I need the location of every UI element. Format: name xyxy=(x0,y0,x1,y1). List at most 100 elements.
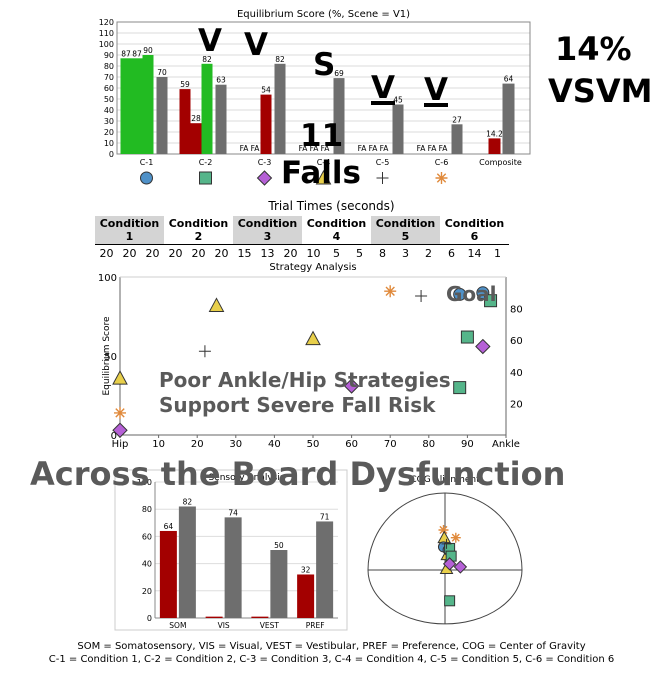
x-tick-label: 80 xyxy=(422,439,435,450)
trial-time-cell: 13 xyxy=(256,244,279,260)
trial-time-cell: 2 xyxy=(417,244,440,260)
bar-value-label: FA xyxy=(439,144,449,153)
y-tick-label-left: 50 xyxy=(104,352,117,363)
cog-point-diamond xyxy=(442,557,457,571)
bar xyxy=(502,83,515,154)
cog-point-square xyxy=(444,595,456,607)
category-label: C-5 xyxy=(376,158,390,167)
bar-value-label: 45 xyxy=(393,96,403,105)
y-tick-label-right: 40 xyxy=(510,368,523,379)
trial-time-cell: 20 xyxy=(164,244,187,260)
y-axis-label: Equilibrium Score xyxy=(102,316,112,396)
overlay-v-three: V xyxy=(371,70,395,106)
strategy-point-star xyxy=(114,406,126,419)
y-tick-label: 20 xyxy=(142,587,152,596)
bar xyxy=(488,138,501,154)
equilibrium-title: Equilibrium Score (%, Scene = V1) xyxy=(237,9,410,20)
overlay-severe-fall-risk: Support Severe Fall Risk xyxy=(159,393,436,417)
category-label: C-2 xyxy=(199,158,213,167)
trial-time-cell: 10 xyxy=(302,244,325,260)
x-tick-label: 30 xyxy=(229,439,242,450)
x-tick-label: 60 xyxy=(345,439,358,450)
overlay-v-one: V xyxy=(198,23,222,59)
category-label: C-3 xyxy=(258,158,272,167)
strategy-point-triangle xyxy=(305,330,321,346)
trial-time-cell: 20 xyxy=(187,244,210,260)
strategy-point-square xyxy=(460,330,474,344)
condition-marker-star xyxy=(435,172,448,184)
trial-times-title: Trial Times (seconds) xyxy=(268,199,395,213)
x-tick-label: 50 xyxy=(307,439,320,450)
condition-header: Condition 6 xyxy=(444,217,505,243)
strategy-point-triangle xyxy=(112,370,128,385)
legend-line-1: SOM = Somatosensory, VIS = Visual, VEST … xyxy=(77,641,586,652)
trial-time-cell: 3 xyxy=(394,244,417,260)
bar-value-label: 87 xyxy=(121,49,131,58)
y-tick-label: 120 xyxy=(99,18,114,27)
bar xyxy=(333,78,345,154)
y-tick-label: 20 xyxy=(104,128,114,137)
bar-value-label: 64 xyxy=(504,75,514,84)
y-tick-label: 0 xyxy=(147,614,152,623)
cog-point-diamond xyxy=(453,560,468,574)
category-label: Composite xyxy=(479,158,522,167)
y-tick-label: 100 xyxy=(137,478,152,487)
y-tick-label-right: 60 xyxy=(510,336,523,347)
overlay-v-two: V xyxy=(244,27,268,63)
bar-value-label: 27 xyxy=(452,115,462,124)
bar-value-label: 82 xyxy=(202,55,212,64)
condition-marker-plus xyxy=(376,172,389,184)
strategy-point-plus xyxy=(415,289,428,302)
overlay-poor-strategies: Poor Ankle/Hip Strategies xyxy=(159,368,451,392)
overlay-v-four: V xyxy=(424,72,448,108)
trial-time-cell: 14 xyxy=(463,244,486,260)
bar xyxy=(260,94,272,154)
y-tick-label: 10 xyxy=(104,139,114,148)
condition-header: Condition 4 xyxy=(306,217,367,243)
condition-marker-circle xyxy=(140,171,153,185)
y-tick-label: 100 xyxy=(99,40,114,49)
y-tick-label: 30 xyxy=(104,117,114,126)
strategy-point-triangle xyxy=(208,297,225,312)
bar xyxy=(392,104,404,154)
overlay-goal: Goal xyxy=(446,282,497,306)
bar-value-label: FA xyxy=(310,144,320,153)
bar-value-label: FA xyxy=(251,144,261,153)
strategy-point-square xyxy=(453,381,467,395)
trial-time-cell: 20 xyxy=(95,244,118,260)
strategy-point-square xyxy=(484,294,498,308)
bar-value-label: 71 xyxy=(320,512,330,521)
trial-time-cell: 1 xyxy=(486,244,509,260)
cog-point-star xyxy=(438,525,449,535)
bar-value-label: FA xyxy=(417,144,427,153)
bar-value-label: 90 xyxy=(143,46,153,55)
bar-value-label: FA xyxy=(240,144,250,153)
sensory-title: Sensory Analysis xyxy=(208,473,284,483)
sensory-category-label: VEST xyxy=(260,621,280,630)
bar-value-label: 32 xyxy=(301,565,311,574)
sensory-bar-normal xyxy=(224,517,242,618)
bar-value-label: 69 xyxy=(334,69,344,78)
bar-value-label: 28 xyxy=(191,114,201,123)
y-tick-label: 40 xyxy=(104,106,114,115)
sensory-bar-normal xyxy=(316,521,334,618)
trial-time-cell: 20 xyxy=(210,244,233,260)
equilibrium-score-chart: Equilibrium Score (%, Scene = V1) 0 10 20 30… xyxy=(99,9,531,186)
bar-value-label: FA xyxy=(321,144,331,153)
category-label: C-4 xyxy=(317,158,331,167)
x-tick-label: Ankle xyxy=(492,439,520,450)
bar xyxy=(215,84,227,154)
bar xyxy=(131,58,143,154)
condition-header: Condition 5 xyxy=(371,216,440,245)
condition-header: Condition 1 xyxy=(95,216,164,245)
y-tick-label-left: 0 xyxy=(111,431,117,442)
strategy-point-diamond xyxy=(475,338,491,355)
bar-value-label: 50 xyxy=(274,541,284,550)
cog-point-star xyxy=(450,532,461,543)
trial-time-cell: 8 xyxy=(371,244,394,260)
bar-value-label: 59 xyxy=(180,80,190,89)
overlay-eleven: 11 xyxy=(300,118,344,154)
x-tick-label: Hip xyxy=(112,439,129,450)
overlay-falls: Falls xyxy=(281,155,361,191)
strategy-point-plus xyxy=(198,345,211,358)
